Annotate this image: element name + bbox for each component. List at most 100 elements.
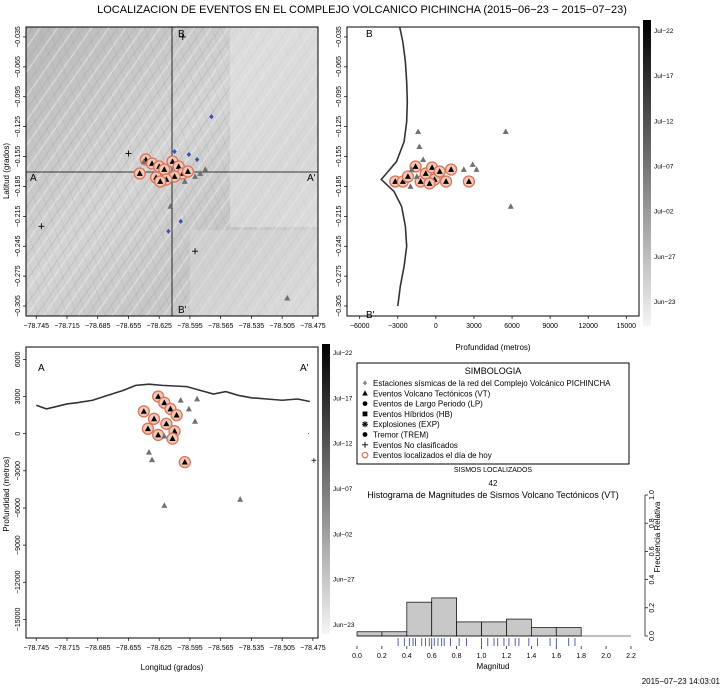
ns-y-tick-label-3: −0.125 [336,116,343,138]
ns-event-9 [443,178,450,184]
map-x-tick-label-5: −78.595 [177,323,203,330]
map-event-11 [157,178,164,184]
colorbar-top-label-3: Jul−07 [654,164,674,171]
terrain-light-south [190,230,318,316]
ns-x-tick-label-2: 0 [434,323,438,330]
ns-x-tick-label-6: 12000 [578,323,598,330]
ns-y-ticks: −0.035 −0.065 −0.095 −0.125 −0.155 −0.185 −0.2… [336,26,347,317]
map-x-tick-label-3: −78.655 [116,323,142,330]
ns-event-10 [448,166,455,172]
ew-event-13 [185,405,192,412]
histogram-bar-1 [381,631,408,637]
histogram-y-tick-label-5: 1.0 [649,490,656,500]
ew-y-tick-label-2: 0 [15,432,22,436]
ns-event-13 [408,166,415,172]
histogram-y-ticks: 0.0 0.2 0.4 0.6 0.8 1.0 [644,490,656,641]
colorbar-top-label-5: Jun−27 [654,254,676,261]
histogram-x-tick-label-4: 0.8 [452,653,462,660]
colorbar-top: Jul−22 Jul−17 Jul−12 Jul−07 Jul−02 Jun−27 Jun−… [643,20,676,326]
ns-event-4 [417,178,424,184]
ew-event-5 [151,415,158,422]
ns-event-1 [399,178,406,184]
ew-y-tick-label-6: −12000 [15,570,22,594]
ns-event-2 [404,173,411,179]
colorbar-bottom: Jul−22 Jul−17 Jul−12 Jul−07 Jul−02 Jun−27 Jun−… [322,344,355,634]
ns-x-tick-label-5: 9000 [542,323,558,330]
legend-label-4: Explosiones (EXP) [373,420,440,429]
ns-event-22 [502,128,509,135]
ew-event-11 [181,458,188,465]
ew-event-17 [149,456,156,463]
ew-x-tick-label-2: −78.685 [85,645,111,652]
ew-event-7 [144,425,151,432]
ns-y-tick-label-2: −0.095 [336,86,343,108]
ns-event-14 [407,183,414,189]
histogram-x-tick-label-9: 1.8 [576,653,586,660]
ew-event-15 [192,418,199,424]
histogram-y-tick-label-4: 0.8 [649,518,656,528]
legend-symbol-7 [361,451,369,459]
colorbar-top-label-0: Jul−22 [654,28,674,35]
ew-xlabel: Longitud (grados) [141,663,204,672]
legend: SIMBOLOGIA Estaciones sísmicas de la red… [356,362,630,465]
ns-x-tick-label-1: −3000 [388,323,408,330]
ns-event-16 [415,128,422,135]
ns-event-18 [420,156,427,162]
ns-y-tick-label-8: −0.275 [336,265,343,287]
histogram-panel: Histograma de Magnitudes de Sismos Volca… [352,490,662,671]
colorbar-bottom-label-6: Jun−23 [333,622,355,629]
legend-box [356,362,630,465]
map-y-tick-label-6: −0.215 [15,205,22,227]
colorbar-bottom-label-4: Jul−02 [333,531,353,538]
ew-event-0 [155,393,162,399]
colorbar-bottom-label-0: Jul−22 [333,350,353,357]
ew-event-8 [171,428,178,434]
ew-frame [25,346,319,639]
legend-label-5: Tremor (TREM) [373,431,429,440]
histogram-x-tick-label-2: 0.4 [402,653,412,660]
legend-items: Estaciones sísmicas de la red del Comple… [361,379,611,460]
ew-y-ticks: 6000 3000 0 −3000 −6000 −9000 −12000 −15000 [15,351,26,631]
map-frame [25,26,319,317]
map-y-ticks: −0.035 −0.065 −0.095 −0.125 −0.155 −0.185 −0.2… [15,26,26,317]
map-event-5 [161,166,168,172]
histogram-bar-7 [531,627,557,637]
legend-symbol-0 [362,380,368,386]
legend-label-6: Eventos No clasificados [373,441,458,450]
ew-marks [137,390,244,508]
ns-x-tick-label-0: −6000 [350,323,370,330]
map-y-tick-label-3: −0.125 [15,116,22,138]
legend-symbol-3 [362,411,368,417]
timestamp: 2015−07−23 14:03:01 [642,677,721,686]
ew-label-a: A [38,363,45,374]
ew-x-tick-label-9: −78.475 [300,645,326,652]
ns-event-3 [412,163,419,169]
legend-label-7: Eventos localizados el día de hoy [373,451,492,460]
ew-event-9 [155,431,162,438]
map-event-12 [184,168,191,174]
map-event-25 [194,156,200,163]
ew-topography [35,383,310,410]
map-event-3 [136,170,143,176]
histogram-bars [356,597,582,637]
ns-event-19 [460,166,467,172]
ew-x-tick-label-0: −78.745 [23,645,49,652]
ew-x-tick-label-3: −78.655 [116,645,142,652]
colorbar-top-gradient [643,20,651,326]
ew-event-3 [140,408,147,414]
map-y-tick-label-5: −0.185 [15,176,22,198]
map-event-29 [179,33,186,40]
ew-y-tick-label-5: −9000 [15,535,22,555]
map-marks [38,33,291,301]
ew-x-tick-label-6: −78.565 [208,645,234,652]
ns-event-17 [416,143,423,149]
map-y-tick-label-7: −0.245 [15,235,22,257]
map-y-tick-label-2: −0.095 [15,86,22,108]
ns-y-tick-label-5: −0.185 [336,176,343,198]
ns-event-12 [426,180,433,186]
ns-x-tick-label-4: 6000 [504,323,520,330]
histogram-x-tick-label-0: 0.0 [352,653,362,660]
ns-x-tick-label-7: 15000 [617,323,637,330]
ew-event-12 [177,397,184,403]
